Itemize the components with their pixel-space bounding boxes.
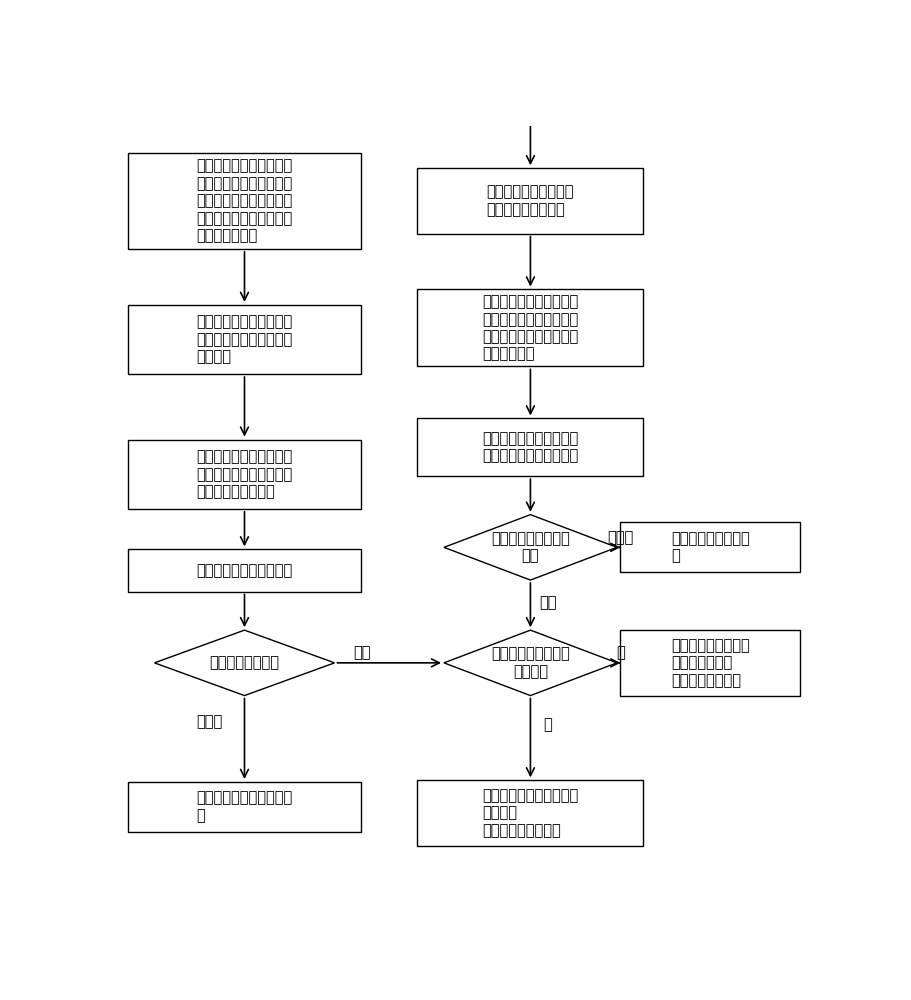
Text: 太阳是否进入敏感器
遮挡区域: 太阳是否进入敏感器 遮挡区域 <box>491 647 569 679</box>
Bar <box>417 289 643 366</box>
Bar <box>128 782 361 832</box>
Polygon shape <box>444 630 617 696</box>
Text: 遮挡区域形成判据: 遮挡区域形成判据 <box>210 655 280 670</box>
Bar <box>128 549 361 592</box>
Bar <box>128 305 361 374</box>
Polygon shape <box>155 630 334 696</box>
Text: 绘制敏感器视场极坐标图: 绘制敏感器视场极坐标图 <box>197 563 292 578</box>
Text: 通过仿真，获得特定姿轨
条件下的太阳方向矢量在
敏感器测量坐标系内的中
心角和方位角: 通过仿真，获得特定姿轨 条件下的太阳方向矢量在 敏感器测量坐标系内的中 心角和方… <box>482 294 578 361</box>
Bar <box>620 522 801 572</box>
Text: 不满足: 不满足 <box>608 530 634 545</box>
Text: 敏感器视场中太阳未
受到有效遮挡；
或敏感器视场受照: 敏感器视场中太阳未 受到有效遮挡； 或敏感器视场受照 <box>671 638 750 688</box>
Text: 在敏感器视场极坐标图中
绘制太阳运动轨迹投影图: 在敏感器视场极坐标图中 绘制太阳运动轨迹投影图 <box>482 431 578 463</box>
Text: 遮挡物对敏感器形成遮
挡，生成遮挡区域图: 遮挡物对敏感器形成遮 挡，生成遮挡区域图 <box>486 185 574 217</box>
Bar <box>620 630 801 696</box>
Bar <box>128 153 361 249</box>
Text: 遮挡物未对敏感器形成遮
挡: 遮挡物未对敏感器形成遮 挡 <box>197 791 292 823</box>
Text: 敏感器视场中太阳受到有
效遮挡；
或敏感器视场未受照: 敏感器视场中太阳受到有 效遮挡； 或敏感器视场未受照 <box>482 788 578 838</box>
Text: 满足: 满足 <box>539 595 557 610</box>
Text: 满足: 满足 <box>353 645 371 660</box>
Text: 计算得到遮挡边缘各目标
矢量在敏感器测量坐标系
中的坐标: 计算得到遮挡边缘各目标 矢量在敏感器测量坐标系 中的坐标 <box>197 315 292 364</box>
Polygon shape <box>444 515 617 580</box>
Text: 否: 否 <box>617 645 625 660</box>
Bar <box>128 440 361 509</box>
Text: 太阳未进入敏感器视
场: 太阳未进入敏感器视 场 <box>671 531 750 564</box>
Text: 太阳进入敏感器视场
判据: 太阳进入敏感器视场 判据 <box>491 531 569 564</box>
Bar <box>417 780 643 846</box>
Text: 计算得到遮挡边缘各目标
矢量在敏感器测量坐标系
中的中心角和方位角: 计算得到遮挡边缘各目标 矢量在敏感器测量坐标系 中的中心角和方位角 <box>197 449 292 499</box>
Text: 是: 是 <box>544 717 552 732</box>
Text: 不满足: 不满足 <box>196 715 222 730</box>
Bar <box>417 168 643 234</box>
Text: 获取敏感器视场中心、遮
挡物遮挡边缘点在航天器
本体系中的坐标，以及本
体系到敏感器测量坐标系
的坐标转换矩阵: 获取敏感器视场中心、遮 挡物遮挡边缘点在航天器 本体系中的坐标，以及本 体系到敏… <box>197 159 292 243</box>
Bar <box>417 418 643 476</box>
